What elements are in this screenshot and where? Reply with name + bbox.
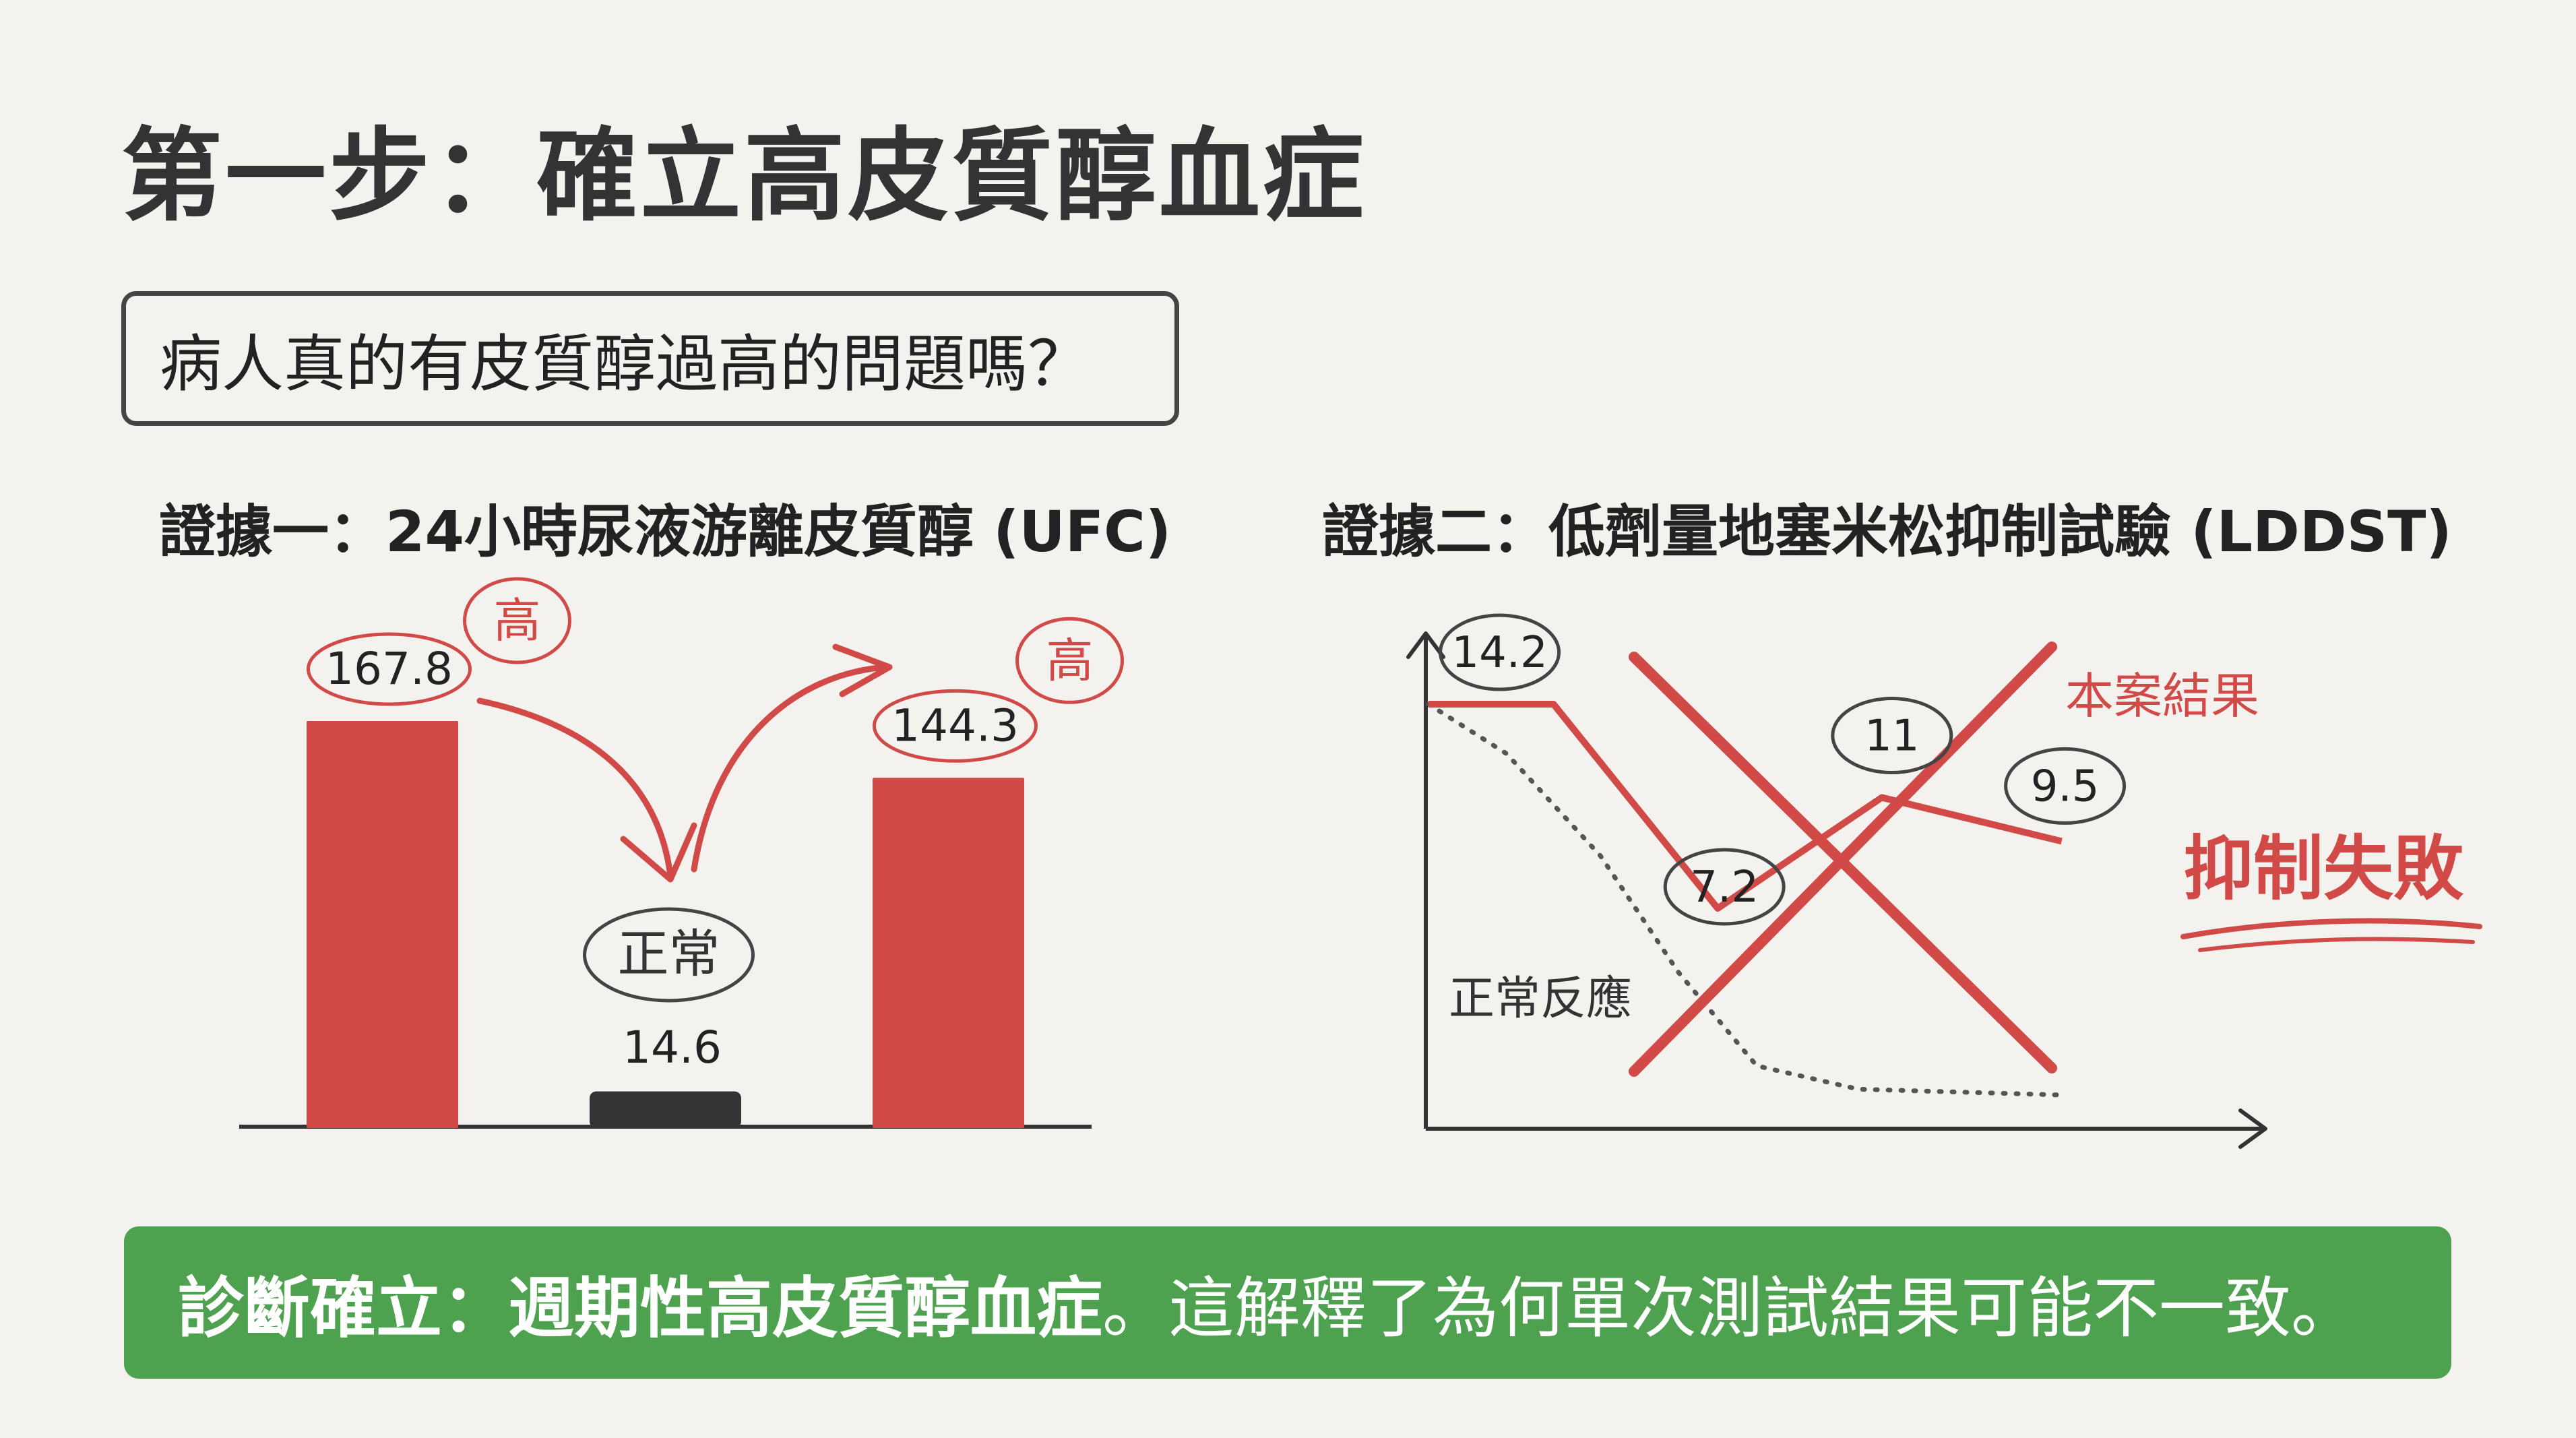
- point-ellipse-0: [1439, 613, 1561, 691]
- value-ellipse-2: [873, 689, 1038, 763]
- bar-0: [307, 721, 458, 1128]
- normal-response-label: 正常反應: [1449, 972, 1632, 1026]
- series-normal-response: [1426, 701, 2065, 1098]
- point-value-label: 7.2: [1690, 863, 1759, 912]
- lddst-line-chart: 14.2 7.2 11 9.5 本案結果 正常反應 抑制失敗: [1406, 613, 2482, 1149]
- bar-annotation-high: 高: [1046, 633, 1094, 688]
- arrow-down: [476, 697, 674, 879]
- suppression-underline: [2180, 918, 2482, 939]
- evidence1-title: 證據一：24小時尿液游離皮質醇 (UFC): [159, 499, 1172, 565]
- page-title: 第一步：確立高皮質醇血症: [121, 118, 1367, 235]
- x-axis-arrow: [2238, 1108, 2267, 1149]
- arrow-up: [691, 664, 889, 873]
- bar-value-label: 144.3: [891, 699, 1019, 751]
- point-value-label: 14.2: [1451, 628, 1548, 678]
- value-ellipse-0: [307, 632, 472, 706]
- conclusion-rest: 。這解釋了為何單次測試結果可能不一致。: [1102, 1270, 2358, 1347]
- question-text: 病人真的有皮質醇過高的問題嗎？: [160, 327, 1090, 400]
- question-box: 病人真的有皮質醇過高的問題嗎？: [121, 291, 1179, 426]
- cross-mark-stroke-2: [1629, 642, 2057, 1077]
- ufc-bar-chart: 167.8 高 14.6 正常 144.3 高: [239, 577, 1124, 1129]
- point-ellipse-1: [1663, 848, 1786, 926]
- high-ellipse-2: [1015, 617, 1124, 704]
- series-case-result: [1428, 701, 2063, 912]
- point-value-label: 11: [1864, 712, 1919, 761]
- normal-ellipse: [583, 907, 755, 1003]
- bar-value-label: 14.6: [623, 1022, 722, 1073]
- evidence2-title: 證據二：低劑量地塞米松抑制試驗 (LDDST): [1322, 499, 2452, 565]
- bar-value-label: 167.8: [325, 643, 453, 695]
- case-result-label: 本案結果: [2065, 668, 2259, 724]
- high-ellipse-0: [463, 577, 571, 664]
- point-ellipse-2: [1831, 697, 1953, 775]
- conclusion-banner: 診斷確立：週期性高皮質醇血症 。這解釋了為何單次測試結果可能不一致。: [124, 1226, 2451, 1379]
- y-axis-arrow: [1406, 631, 1445, 659]
- point-ellipse-3: [2004, 747, 2127, 825]
- bar-2: [873, 778, 1024, 1128]
- bar-annotation-high: 高: [494, 593, 541, 648]
- arrow-down-head: [620, 822, 697, 883]
- suppression-underline-2: [2198, 937, 2475, 952]
- bar-1: [590, 1091, 741, 1128]
- arrow-up-head: [832, 644, 893, 697]
- bar-annotation-normal: 正常: [618, 924, 720, 984]
- point-value-label: 9.5: [2031, 761, 2100, 811]
- suppression-failed-label: 抑制失敗: [2183, 827, 2464, 910]
- conclusion-bold: 診斷確立：週期性高皮質醇血症: [178, 1270, 1103, 1347]
